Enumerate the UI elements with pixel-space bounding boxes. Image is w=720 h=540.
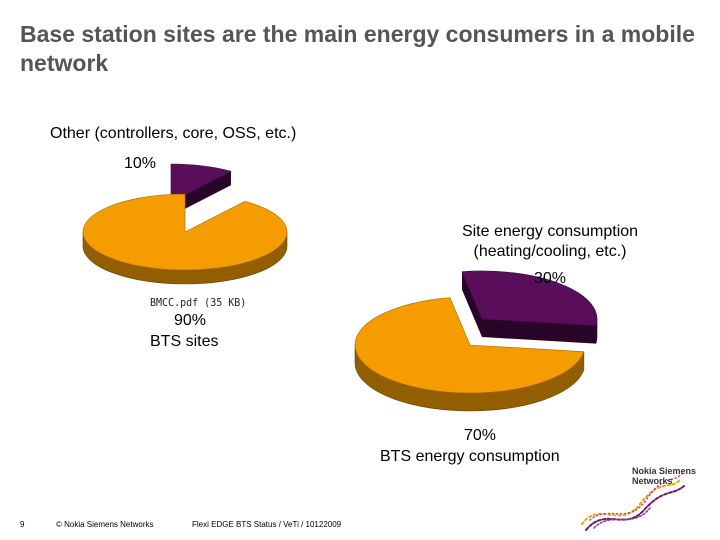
pie1-slice-1 (82, 193, 288, 271)
pie2-slice-1 (354, 297, 585, 394)
pie2-value-bts: 70% (463, 427, 497, 444)
pie1-label-other: Other (controllers, core, OSS, etc.) (50, 125, 297, 142)
embedded-file-caption[interactable]: BMCC.pdf (35 KB) (150, 297, 247, 310)
document-reference: Flexi EDGE BTS Status / VeTi / 10122009 (192, 520, 342, 529)
pie1-slice-0-cut-1 (171, 171, 231, 216)
pie2-group (354, 270, 598, 412)
pie2-label-site: Site energy consumption (heating/cooling… (461, 223, 639, 260)
pie1-group (82, 163, 288, 285)
pie2-label-bts: BTS energy consumption (380, 448, 560, 465)
page-number: 9 (20, 520, 25, 529)
pie2-slice-0 (461, 270, 598, 326)
copyright-text: © Nokia Siemens Networks (56, 520, 154, 529)
pie1-label-bts: BTS sites (150, 333, 219, 350)
pie2-value-site: 30% (534, 270, 567, 287)
slide-title: Base station sites are the main energy c… (20, 21, 695, 76)
pie1-slice-0 (170, 163, 232, 203)
pie1-value-bts: 90% (173, 312, 207, 329)
logo-wordmark: Nokia Siemens Networks (632, 466, 697, 486)
pie1-value-other: 10% (124, 155, 157, 172)
pie2-slice-0-cut-0 (462, 271, 482, 337)
nokia-siemens-logo-icon (581, 473, 685, 531)
pie2-slice-0-cut-1 (482, 319, 596, 344)
